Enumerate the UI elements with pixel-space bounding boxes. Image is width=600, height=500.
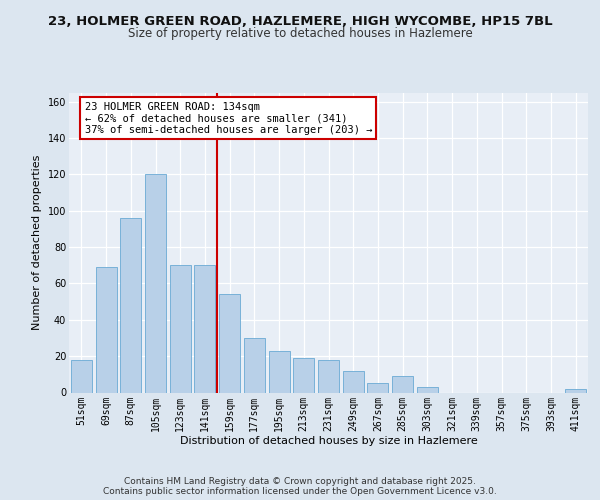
- Text: Size of property relative to detached houses in Hazlemere: Size of property relative to detached ho…: [128, 28, 472, 40]
- Y-axis label: Number of detached properties: Number of detached properties: [32, 155, 42, 330]
- Bar: [293, 358, 314, 392]
- Text: Contains HM Land Registry data © Crown copyright and database right 2025.
Contai: Contains HM Land Registry data © Crown c…: [103, 476, 497, 496]
- Bar: [392, 376, 413, 392]
- Text: 23 HOLMER GREEN ROAD: 134sqm
← 62% of detached houses are smaller (341)
37% of s: 23 HOLMER GREEN ROAD: 134sqm ← 62% of de…: [85, 102, 372, 134]
- Bar: [343, 370, 364, 392]
- Bar: [318, 360, 339, 392]
- Bar: [269, 350, 290, 393]
- Bar: [170, 265, 191, 392]
- Bar: [367, 384, 388, 392]
- Text: 23, HOLMER GREEN ROAD, HAZLEMERE, HIGH WYCOMBE, HP15 7BL: 23, HOLMER GREEN ROAD, HAZLEMERE, HIGH W…: [47, 15, 553, 28]
- Bar: [71, 360, 92, 392]
- Bar: [95, 267, 116, 392]
- Bar: [417, 387, 438, 392]
- Bar: [194, 265, 215, 392]
- X-axis label: Distribution of detached houses by size in Hazlemere: Distribution of detached houses by size …: [179, 436, 478, 446]
- Bar: [145, 174, 166, 392]
- Bar: [120, 218, 141, 392]
- Bar: [565, 389, 586, 392]
- Bar: [244, 338, 265, 392]
- Bar: [219, 294, 240, 392]
